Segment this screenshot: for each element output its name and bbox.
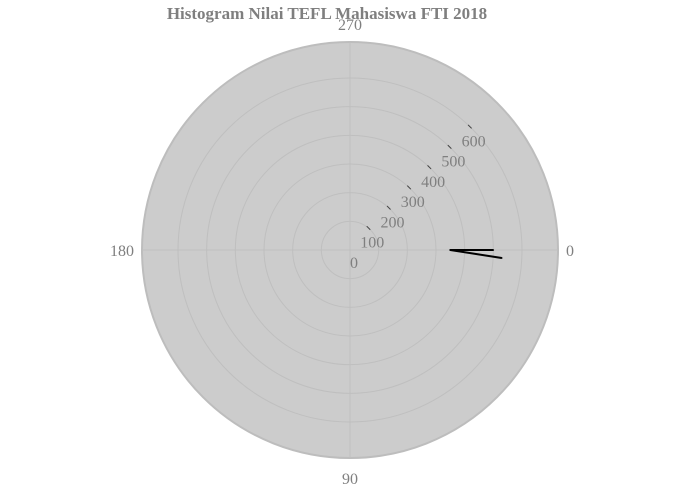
angle-tick-label-270: 270 bbox=[338, 17, 362, 34]
radial-tick-500 bbox=[447, 144, 452, 150]
radial-tick-300 bbox=[406, 185, 412, 190]
radial-tick-label-600: 600 bbox=[462, 133, 486, 150]
radial-tick-label-400: 400 bbox=[421, 174, 445, 191]
angle-tick-label-90: 90 bbox=[342, 471, 358, 488]
radial-tick-100 bbox=[366, 225, 371, 231]
radial-tick-label-300: 300 bbox=[401, 194, 425, 211]
angle-tick-label-180: 180 bbox=[110, 243, 134, 260]
radial-tick-600 bbox=[467, 124, 472, 129]
radial-tick-200 bbox=[386, 205, 391, 210]
angular-grid-spokes bbox=[142, 42, 558, 458]
radial-tick-400 bbox=[427, 165, 432, 170]
radial-tick-label-100: 100 bbox=[360, 235, 384, 252]
radial-tick-label-0: 0 bbox=[350, 255, 358, 272]
angular-tick-labels: 0 90 180 270 bbox=[110, 17, 574, 488]
chart-title: Histogram Nilai TEFL Mahasiswa FTI 2018 bbox=[167, 4, 487, 23]
radial-tick-label-200: 200 bbox=[381, 214, 405, 231]
series-point-0 bbox=[492, 249, 495, 251]
radial-tick-label-500: 500 bbox=[441, 154, 465, 171]
series-point-2 bbox=[500, 257, 503, 259]
series-point-1 bbox=[449, 249, 452, 251]
angle-tick-label-0: 0 bbox=[566, 243, 574, 260]
data-series bbox=[449, 249, 503, 259]
